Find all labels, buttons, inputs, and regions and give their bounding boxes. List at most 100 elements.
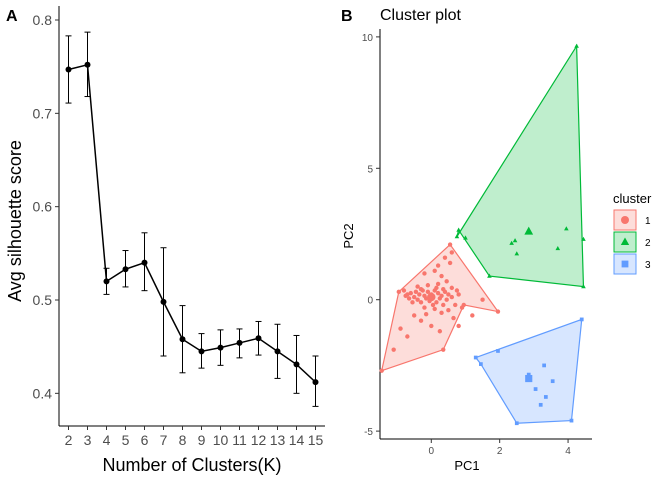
cluster-2-point: [454, 234, 460, 239]
cluster-1-point: [480, 297, 485, 302]
cluster-3-point: [569, 418, 574, 423]
cluster-2-point: [555, 245, 561, 251]
panel-b: B Cluster plot -5 0 5 10 0 2 4 PC1 PC2 cluster…: [341, 7, 652, 473]
cluster-1-point: [434, 285, 439, 291]
silhouette-x-tick-label: 15: [308, 432, 324, 448]
cluster-1-point: [391, 347, 396, 352]
cluster-2-point: [564, 226, 569, 231]
cluster-1-point: [446, 308, 451, 313]
cluster-1-point: [432, 306, 437, 312]
cluster-1-point: [437, 329, 443, 334]
cluster-x-axis-title: PC1: [454, 458, 479, 473]
cluster-3-point: [526, 372, 531, 377]
cluster-y-tick-label: 10: [362, 33, 374, 44]
legend-label-2: 2: [645, 238, 651, 249]
cluster-1-point: [444, 279, 449, 284]
cluster-2-point: [581, 284, 586, 289]
cluster-1-point: [401, 288, 407, 293]
cluster-2-point: [509, 240, 514, 245]
cluster-1-point: [411, 294, 417, 300]
cluster-2-hull: [456, 44, 585, 288]
cluster-y-tick-label: 5: [367, 164, 373, 175]
silhouette-data-point: [65, 66, 72, 73]
cluster-3-point: [542, 363, 546, 368]
silhouette-x-tick-label: 8: [179, 432, 187, 448]
cluster-3-point: [538, 402, 543, 407]
cluster-1-point: [403, 293, 408, 298]
cluster-1-point: [432, 268, 437, 273]
cluster-1-point: [439, 293, 444, 298]
cluster-1-point: [456, 323, 461, 329]
silhouette-data-point: [160, 298, 167, 305]
legend-key-symbol-3: [621, 260, 629, 268]
cluster-1-point: [425, 283, 431, 288]
panel-a-letter: A: [6, 8, 18, 25]
cluster-y-axis-title: PC2: [341, 223, 356, 248]
silhouette-plot: 0.4 0.5 0.6 0.7 0.8 2 3 4 5 6 7 8 9 10 11 12 13 14 15: [33, 6, 325, 448]
silhouette-data-point: [236, 339, 243, 346]
cluster-2-point: [512, 238, 518, 243]
cluster-3-point: [533, 387, 538, 391]
silhouette-x-tick-label: 12: [251, 432, 267, 448]
silhouette-x-tick-label: 6: [141, 432, 149, 448]
cluster-1-point: [461, 302, 466, 308]
cluster-1-point: [398, 326, 403, 331]
cluster-2-point: [463, 235, 468, 240]
cluster-1-point: [422, 271, 427, 276]
silhouette-data-point: [274, 348, 281, 355]
silhouette-data-point: [141, 259, 148, 266]
silhouette-x-axis-title: Number of Clusters(K): [102, 455, 281, 475]
cluster-1-point: [411, 313, 417, 318]
cluster-3-point: [496, 349, 500, 353]
cluster-1-point: [447, 242, 453, 247]
silhouette-x-tick-label: 7: [160, 432, 168, 448]
cluster-x-tick-label: 0: [429, 446, 435, 457]
cluster-1-point: [454, 288, 460, 293]
cluster-1-point: [418, 286, 424, 292]
silhouette-y-tick-label: 0.7: [33, 105, 53, 121]
silhouette-x-tick-label: 3: [84, 432, 92, 448]
cluster-2-point: [514, 251, 520, 256]
cluster-y-tick-label: -5: [364, 427, 373, 438]
cluster-1-point: [495, 309, 501, 314]
cluster-1-point: [423, 311, 429, 317]
cluster-1-point: [449, 285, 455, 291]
silhouette-data-point: [293, 361, 300, 368]
cluster-1-point: [441, 286, 446, 292]
cluster-3-point: [514, 421, 519, 426]
silhouette-x-tick-label: 2: [65, 432, 73, 448]
silhouette-data-point: [84, 61, 91, 68]
cluster-1-point: [439, 273, 444, 279]
panel-b-letter: B: [341, 8, 353, 25]
cluster-2-point: [574, 43, 579, 48]
cluster-3-point: [479, 362, 483, 366]
silhouette-data-point: [312, 379, 319, 386]
cluster-3-centroid: [525, 374, 533, 383]
cluster-1-point: [425, 289, 431, 295]
panel-a: A 0.4 0.5 0.6 0.7 0.8 2 3 4 5 6 7 8 9 10 11 12 13 14 15 Nu…: [5, 6, 325, 475]
cluster-1-point: [447, 260, 453, 266]
cluster-1-point: [415, 297, 420, 302]
cluster-2-point: [456, 227, 461, 232]
silhouette-data-point: [122, 266, 129, 273]
cluster-1-point: [413, 289, 419, 295]
cluster-1-point: [451, 315, 456, 321]
cluster-1-point: [435, 290, 441, 296]
cluster-plot-title: Cluster plot: [380, 7, 461, 24]
cluster-1-point: [456, 292, 461, 297]
legend-key-symbol-1: [621, 216, 629, 224]
cluster-2-point: [581, 236, 586, 241]
silhouette-data-point: [103, 278, 110, 285]
cluster-x-tick-label: 4: [565, 446, 571, 457]
cluster-1-point: [379, 368, 384, 373]
cluster-y-tick-label: 0: [367, 296, 373, 307]
cluster-1-point: [441, 347, 446, 352]
cluster-3-point: [550, 379, 555, 384]
silhouette-data-point: [179, 336, 186, 343]
cluster-2-centroid: [524, 226, 534, 235]
cluster-1-point: [396, 289, 402, 295]
legend-label-1: 1: [645, 216, 651, 227]
cluster-3-point: [543, 395, 548, 399]
legend-title: cluster: [613, 191, 652, 206]
